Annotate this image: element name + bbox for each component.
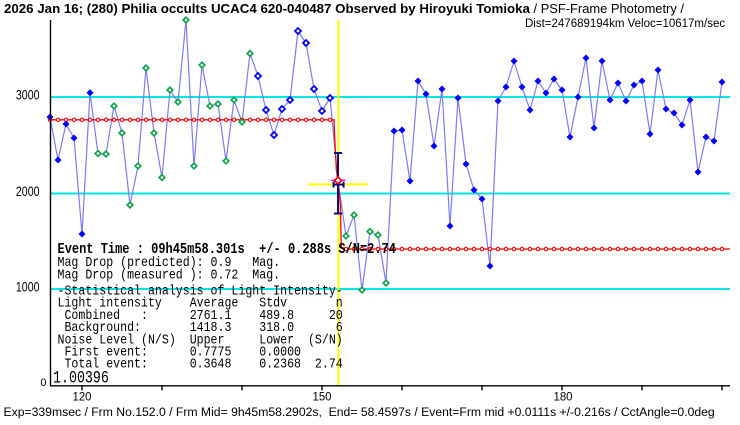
svg-text:2000: 2000	[16, 184, 40, 199]
svg-text:180: 180	[554, 389, 573, 403]
svg-text:150: 150	[313, 389, 332, 403]
svg-text:120: 120	[73, 389, 92, 403]
svg-text:1000: 1000	[16, 279, 40, 294]
svg-text:0: 0	[40, 377, 46, 389]
svg-text:3000: 3000	[16, 87, 40, 102]
